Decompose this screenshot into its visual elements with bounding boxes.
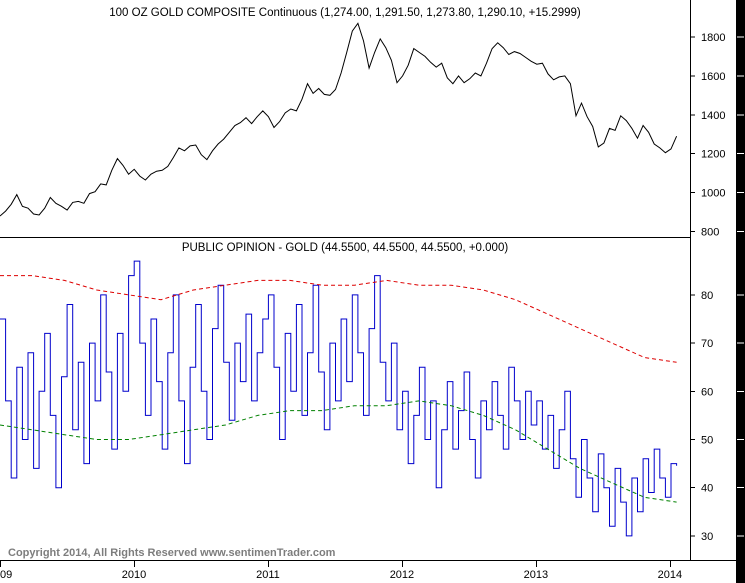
public-opinion-line	[0, 260, 678, 537]
y-tick-label: 1600	[701, 71, 725, 83]
y-tick-label: 800	[701, 227, 719, 239]
y-tick-label: 1200	[701, 149, 725, 161]
y-tick-label: 40	[701, 483, 713, 495]
copyright-text: Copyright 2014, All Rights Reserved www.…	[8, 547, 336, 559]
y-tick-label: 50	[701, 434, 713, 446]
x-tick-label: 2014	[658, 569, 682, 581]
x-tick-label: 2013	[524, 569, 548, 581]
right-edge-strip	[736, 0, 745, 583]
x-tick-label: 2011	[256, 569, 280, 581]
series-layer	[0, 22, 678, 537]
x-tick-label: 2012	[390, 569, 414, 581]
opinion-panel-title: PUBLIC OPINION - GOLD (44.5500, 44.5500,…	[182, 242, 509, 254]
y-tick-label: 1000	[701, 188, 725, 200]
upper-band-line	[0, 275, 677, 363]
y-tick-label: 30	[701, 531, 713, 543]
y-tick-label: 60	[701, 386, 713, 398]
gold-price-line	[0, 22, 678, 217]
y-tick-label: 70	[701, 338, 713, 350]
y-tick-label: 1400	[701, 110, 725, 122]
y-tick-label: 80	[701, 290, 713, 302]
y-tick-label: 1800	[701, 32, 725, 44]
x-tick-label: 2009	[0, 569, 12, 581]
gold-panel-title: 100 OZ GOLD COMPOSITE Continuous (1,274.…	[109, 7, 581, 19]
lower-band-line	[0, 400, 677, 503]
x-tick-label: 2010	[122, 569, 146, 581]
